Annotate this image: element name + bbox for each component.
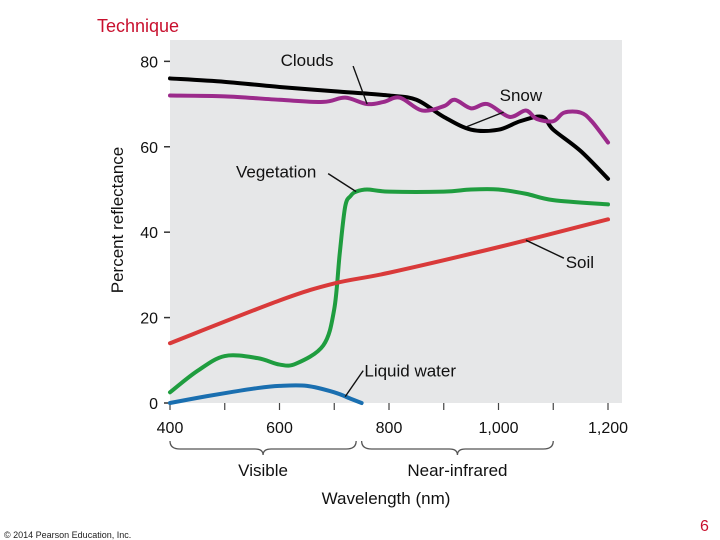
- plot-area: [170, 40, 622, 403]
- axes: 0 20 40 60 80 400 600 800 1,000 1,200: [140, 54, 628, 437]
- wavelength-ranges: Visible Near-infrared: [169, 440, 554, 480]
- x-tick-label: 400: [157, 420, 184, 437]
- annotation-soil-leader: [525, 239, 565, 259]
- annotation-snow-label: Snow: [500, 86, 543, 105]
- x-tick-label: 800: [376, 420, 403, 437]
- range-near-infrared-brace: [360, 440, 554, 456]
- series-snow-line: [168, 76, 610, 181]
- page-number: 6: [700, 518, 709, 535]
- range-visible-brace: [169, 440, 357, 456]
- annotation-clouds-leader: [352, 65, 368, 105]
- range-visible-label: Visible: [238, 461, 288, 480]
- range-near-infrared-label: Near-infrared: [407, 461, 507, 480]
- series-liquid-water-line: [168, 383, 364, 405]
- annotation-layer: Snow Clouds Vegetation Soil Liquid water: [236, 51, 594, 397]
- annotation-vegetation-label: Vegetation: [236, 163, 316, 182]
- x-tick-label: 1,200: [588, 420, 628, 437]
- annotation-snow-leader: [465, 111, 504, 128]
- annotation-liquid-water-label: Liquid water: [364, 362, 456, 381]
- annotation-clouds-label: Clouds: [281, 51, 334, 70]
- annotation-vegetation-leader: [327, 173, 357, 193]
- series-vegetation-line: [168, 187, 610, 395]
- x-tick-label: 1,000: [478, 420, 518, 437]
- annotation-liquid-water-leader: [344, 370, 364, 397]
- series-soil-line: [168, 217, 610, 346]
- y-axis-title: Percent reflectance: [108, 147, 127, 293]
- annotation-soil-label: Soil: [566, 253, 594, 272]
- series-layer: [168, 76, 610, 405]
- y-tick-label: 0: [149, 396, 158, 413]
- copyright: © 2014 Pearson Education, Inc.: [4, 530, 132, 540]
- slide-title: Technique: [97, 16, 180, 36]
- y-tick-label: 60: [140, 140, 158, 157]
- y-tick-label: 20: [140, 311, 158, 328]
- y-tick-label: 40: [140, 225, 158, 242]
- x-axis-title: Wavelength (nm): [322, 489, 451, 508]
- x-tick-label: 600: [266, 420, 293, 437]
- series-clouds-line: [168, 93, 610, 145]
- y-tick-label: 80: [140, 54, 158, 71]
